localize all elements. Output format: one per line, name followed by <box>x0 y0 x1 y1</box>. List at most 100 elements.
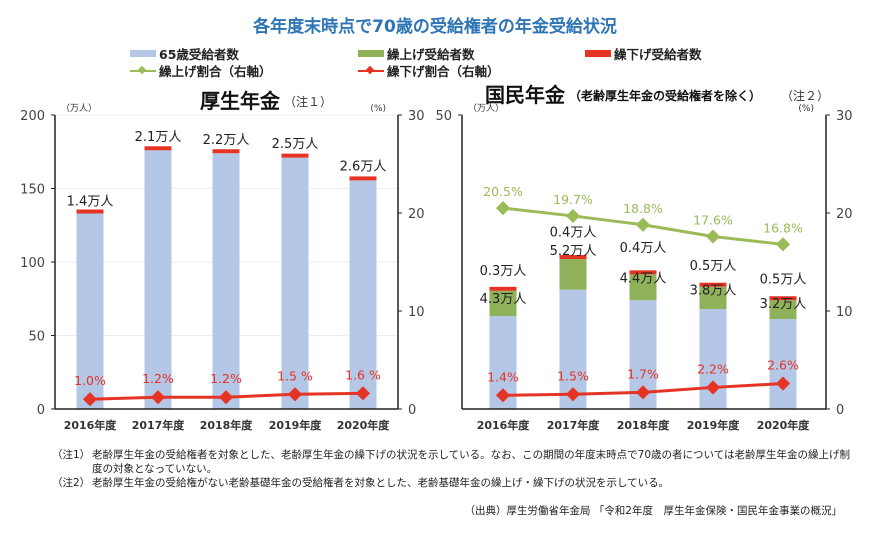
left-axis-unit: （万人） <box>61 103 97 114</box>
ratio-label: 18.8% <box>623 201 663 216</box>
bar-late <box>76 209 104 214</box>
bar-65 <box>349 180 377 409</box>
x-axis-tick-label: 2019年度 <box>269 418 323 432</box>
early-count-label: 3.8万人 <box>690 284 737 299</box>
ratio-marker <box>218 390 234 405</box>
late-count-label: 2.2万人 <box>203 133 250 148</box>
x-axis-tick-label: 2018年度 <box>200 418 254 432</box>
legend-swatch <box>585 50 611 57</box>
right-axis-unit: (%) <box>798 104 814 114</box>
x-axis-tick-label: 2018年度 <box>617 418 671 432</box>
ratio-marker <box>287 387 303 402</box>
legend-label: 繰上げ割合（右軸） <box>159 64 272 79</box>
late-count-label: 2.1万人 <box>135 130 182 145</box>
bar-late <box>559 255 587 260</box>
ratio-marker <box>635 217 651 232</box>
right-axis-tick-label: 0 <box>408 403 416 418</box>
left-axis-tick-label: 50 <box>28 330 45 345</box>
bar-65 <box>144 150 172 409</box>
legend-item-65: 65歳受給者数 <box>130 44 239 63</box>
x-axis-tick-label: 2016年度 <box>64 418 118 432</box>
note-key: （注1） <box>52 449 91 461</box>
bar-early <box>629 274 657 301</box>
bar-65 <box>281 157 309 409</box>
late-count-label: 2.5万人 <box>272 137 319 152</box>
late-count-label: 0.5万人 <box>690 259 737 274</box>
legend-item-late-ratio: 繰下げ割合（右軸） <box>358 61 500 80</box>
figure-title: 各年度末時点で70歳の受給権者の年金受給状況 <box>253 17 617 37</box>
bar-late <box>699 282 727 287</box>
bar-late <box>212 149 240 154</box>
legend-item-early: 繰上げ受給者数 <box>358 44 475 63</box>
late-count-label: 0.4万人 <box>550 226 597 241</box>
legend-swatch <box>358 50 384 57</box>
ratio-label: 2.2% <box>697 361 729 376</box>
ratio-marker <box>82 392 98 407</box>
left-axis-tick-label: 50 <box>435 109 452 124</box>
late-count-label: 0.3万人 <box>480 264 527 279</box>
ratio-label: 1.2% <box>210 371 242 386</box>
early-count-label: 5.2万人 <box>550 244 597 259</box>
source: （出典）厚生労働省年金局 「令和2年度 厚生年金保険・国民年金事業の概況」 <box>464 505 842 517</box>
ratio-label: 16.8% <box>763 220 803 235</box>
right-axis-tick-label: 10 <box>836 305 853 320</box>
right-axis-tick-label: 0 <box>836 403 844 418</box>
x-axis-tick-label: 2020年度 <box>757 418 811 432</box>
chart-title: 厚生年金 <box>200 89 281 113</box>
note-1: （注1） 老齢厚生年金の受給権者を対象とした、老齢厚生年金の繰下げの状況を示してい… <box>52 448 852 476</box>
right-axis-tick-label: 30 <box>408 109 425 124</box>
legend-label: 繰下げ受給者数 <box>614 47 702 62</box>
legend-swatch <box>130 50 156 57</box>
early-count-label: 4.4万人 <box>620 271 667 286</box>
right-axis-tick-label: 10 <box>408 305 425 320</box>
x-axis-tick-label: 2016年度 <box>477 418 531 432</box>
legend-item-early-ratio: 繰上げ割合（右軸） <box>130 61 272 80</box>
ratio-marker <box>150 390 166 405</box>
right-axis-unit: (%) <box>370 104 386 114</box>
ratio-label: 1.7% <box>627 366 659 381</box>
chart-title: 国民年金 <box>485 83 566 107</box>
left-axis-tick-label: 150 <box>20 183 45 198</box>
early-count-label: 3.2万人 <box>760 297 807 312</box>
early-count-label: 4.3万人 <box>480 292 527 307</box>
legend-label: 繰下げ割合（右軸） <box>387 64 500 79</box>
note-2: （注2） 老齢厚生年金の受給権がない老齢基礎年金の受給権者を対象とした、老齢基礎年… <box>52 476 852 490</box>
bar-late <box>144 146 172 151</box>
right-axis-tick-label: 20 <box>408 207 425 222</box>
ratio-label: 20.5% <box>483 184 523 199</box>
x-axis-tick-label: 2017年度 <box>547 418 601 432</box>
late-count-label: 0.5万人 <box>760 272 807 287</box>
left-axis-unit: （万人） <box>468 103 504 114</box>
legend-item-late: 繰下げ受給者数 <box>585 44 702 63</box>
ratio-marker <box>775 376 791 391</box>
ratio-label: 1.5% <box>557 368 589 383</box>
left-axis-tick-label: 100 <box>20 256 45 271</box>
chart-title-note2: （注２） <box>781 88 829 103</box>
late-count-label: 0.4万人 <box>620 241 667 256</box>
bar-late <box>629 270 657 275</box>
legend-label: 繰上げ受給者数 <box>387 47 475 62</box>
ratio-label: 1.4% <box>487 369 519 384</box>
x-axis-tick-label: 2019年度 <box>687 418 741 432</box>
bar-65 <box>212 153 240 409</box>
bar-early <box>699 286 727 310</box>
notes: （注1） 老齢厚生年金の受給権者を対象とした、老齢厚生年金の繰下げの状況を示してい… <box>52 448 852 490</box>
right-axis-tick-label: 30 <box>836 109 853 124</box>
ratio-marker <box>495 388 511 403</box>
note-text: 老齢厚生年金の受給権がない老齢基礎年金の受給権者を対象とした、老齢基礎年金の繰上… <box>92 477 670 489</box>
charts: 厚生年金 （注１）（万人） (%)05010015020001020302016年度… <box>20 83 853 432</box>
ratio-label: 17.6% <box>693 213 733 228</box>
bar-late <box>349 176 377 181</box>
bar-late <box>281 153 309 158</box>
ratio-marker <box>355 386 371 401</box>
bar-early <box>769 300 797 320</box>
ratio-marker <box>635 385 651 400</box>
late-count-label: 2.6万人 <box>340 160 387 175</box>
note-key: （注2） <box>52 477 91 489</box>
ratio-label: 2.6% <box>767 358 799 373</box>
x-axis-tick-label: 2017年度 <box>132 418 186 432</box>
chart-title-note: （老齢厚生年金の受給権者を除く） <box>569 88 761 103</box>
ratio-marker <box>705 229 721 244</box>
bar-late <box>489 286 517 291</box>
